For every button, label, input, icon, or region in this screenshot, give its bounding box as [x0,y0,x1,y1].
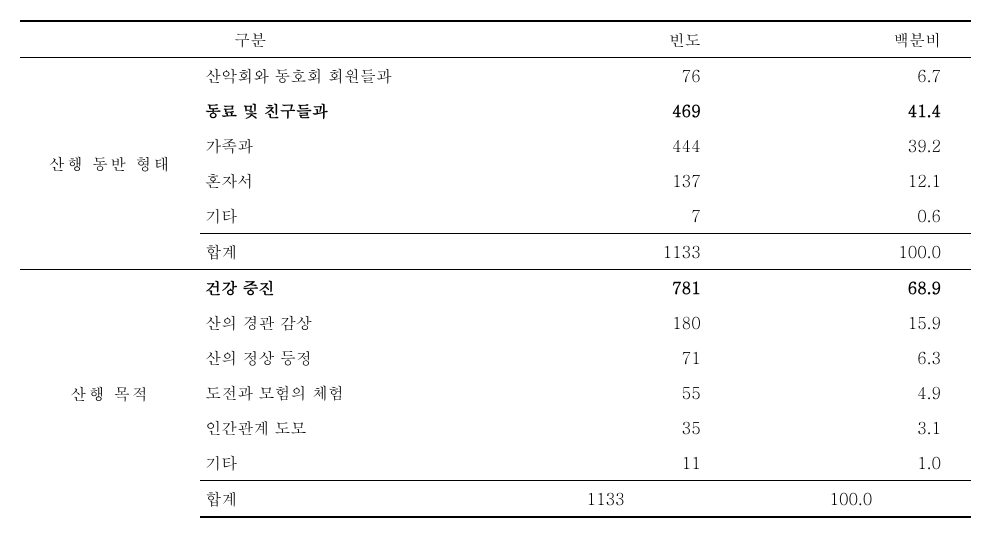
row-pct: 12.1 [731,163,971,198]
row-item: 산의 경관 감상 [200,305,480,340]
row-freq: 469 [480,93,730,128]
row-pct: 68.9 [731,270,971,306]
row-freq: 55 [480,375,730,410]
section-name: 산행 목적 [20,270,200,518]
header-percentage: 백분비 [731,21,971,58]
row-item: 기타 [200,445,480,481]
row-item: 동료 및 친구들과 [200,93,480,128]
row-pct: 4.9 [731,375,971,410]
row-item: 산의 정상 등정 [200,340,480,375]
row-pct: 39.2 [731,128,971,163]
subtotal-label: 합계 [200,234,480,270]
row-pct: 15.9 [731,305,971,340]
row-item: 인간관계 도모 [200,410,480,445]
row-item: 산악회와 동호회 회원들과 [200,58,480,94]
row-pct: 41.4 [731,93,971,128]
table-row: 산행 동반 형태 산악회와 동호회 회원들과 76 6.7 [20,58,971,94]
row-item: 혼자서 [200,163,480,198]
subtotal-freq: 1133 [480,481,730,518]
row-item: 기타 [200,198,480,234]
row-freq: 7 [480,198,730,234]
row-freq: 71 [480,340,730,375]
subtotal-pct: 100.0 [731,234,971,270]
row-freq: 781 [480,270,730,306]
header-frequency: 빈도 [480,21,730,58]
header-row: 구분 빈도 백분비 [20,21,971,58]
table-body: 산행 동반 형태 산악회와 동호회 회원들과 76 6.7 동료 및 친구들과 … [20,58,971,518]
table-row: 산행 목적 건강 증진 781 68.9 [20,270,971,306]
row-freq: 76 [480,58,730,94]
subtotal-label: 합계 [200,481,480,518]
row-item: 가족과 [200,128,480,163]
row-freq: 137 [480,163,730,198]
subtotal-pct: 100.0 [731,481,971,518]
row-pct: 3.1 [731,410,971,445]
row-pct: 1.0 [731,445,971,481]
row-item: 도전과 모험의 체험 [200,375,480,410]
row-pct: 0.6 [731,198,971,234]
data-table: 구분 빈도 백분비 산행 동반 형태 산악회와 동호회 회원들과 76 6.7 … [20,20,971,518]
row-freq: 35 [480,410,730,445]
header-category: 구분 [20,21,480,58]
row-pct: 6.7 [731,58,971,94]
row-freq: 444 [480,128,730,163]
section-name: 산행 동반 형태 [20,58,200,270]
row-item: 건강 증진 [200,270,480,306]
row-freq: 11 [480,445,730,481]
row-pct: 6.3 [731,340,971,375]
subtotal-freq: 1133 [480,234,730,270]
row-freq: 180 [480,305,730,340]
